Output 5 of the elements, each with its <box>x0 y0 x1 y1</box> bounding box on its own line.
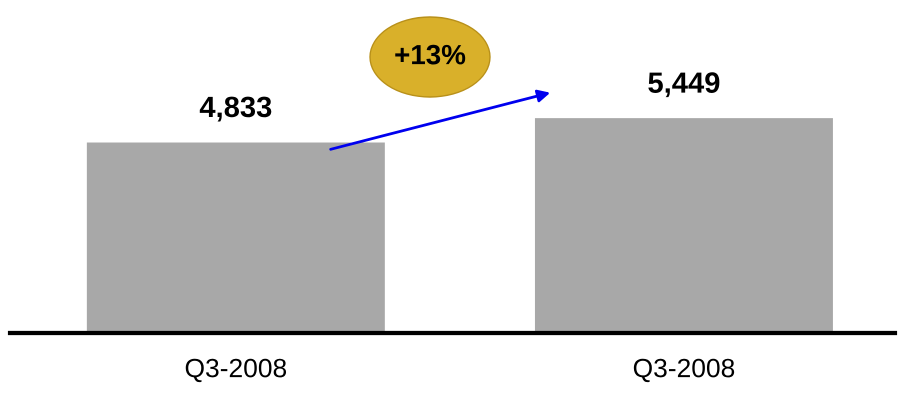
x-tick-label: Q3-2008 <box>186 358 286 382</box>
data-label: 5,449 <box>648 72 720 98</box>
x-tick-label: Q3-2008 <box>634 358 734 382</box>
data-label: 4,833 <box>200 96 272 122</box>
text: +13% <box>395 44 466 64</box>
